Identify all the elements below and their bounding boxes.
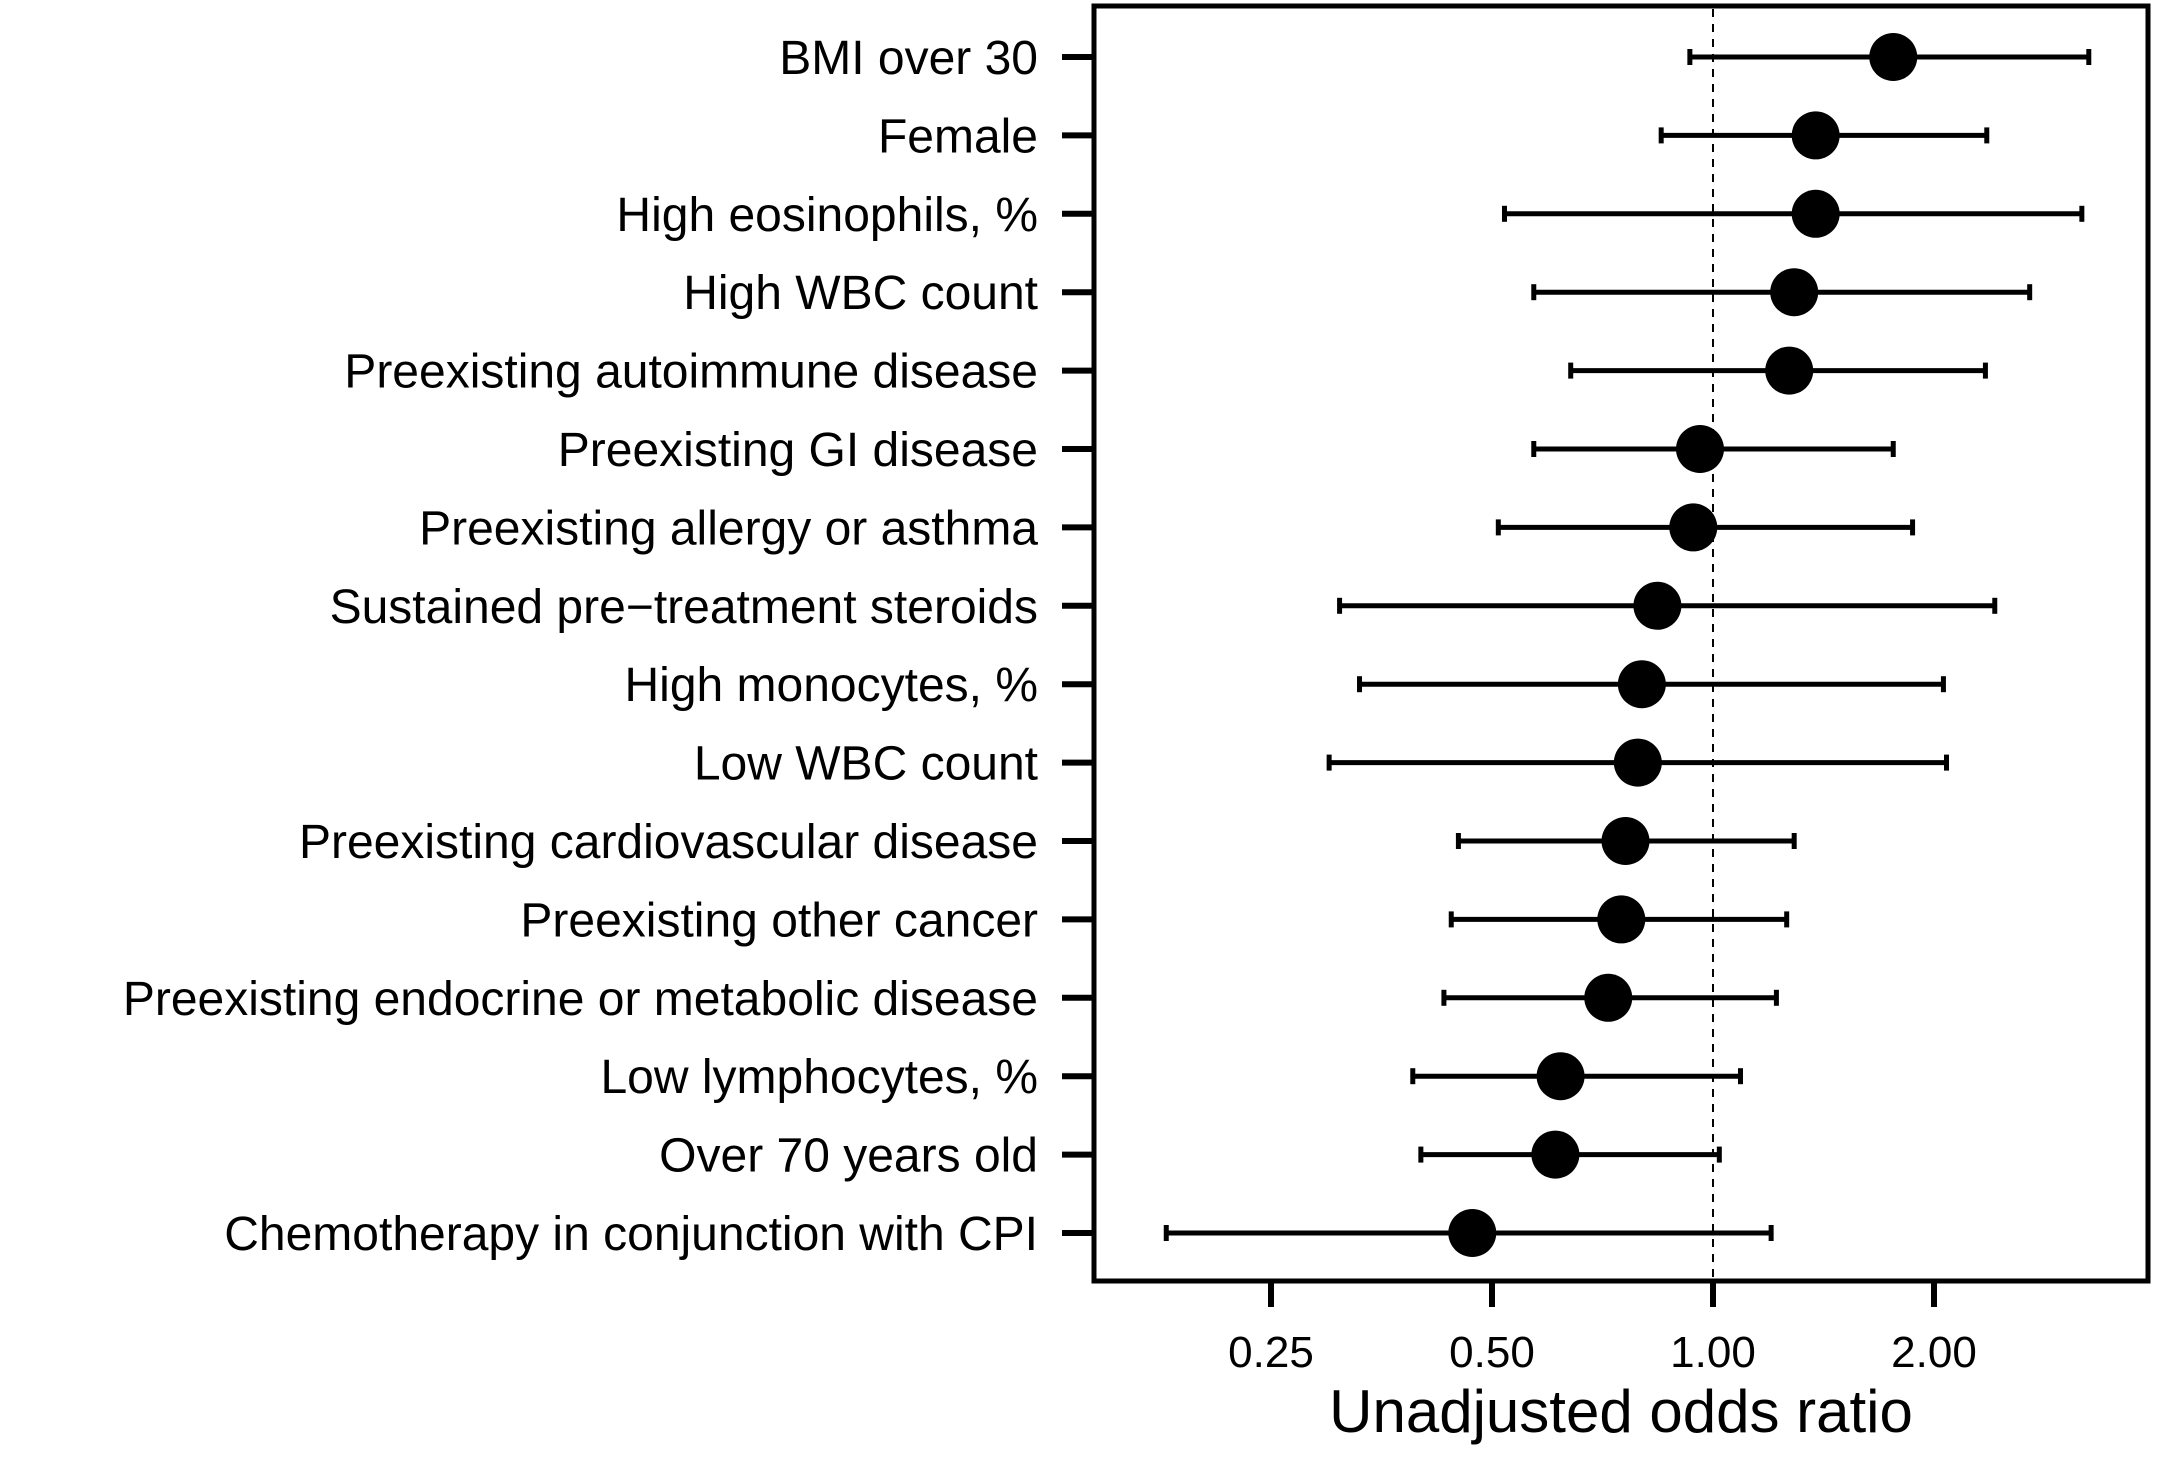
row-label: Chemotherapy in conjunction with CPI [224,1208,1038,1261]
row-label: Preexisting other cancer [520,894,1038,947]
point-estimate [1869,33,1918,81]
row-label: Sustained pre−treatment steroids [330,581,1038,634]
point-estimate [1675,425,1724,473]
point-estimate [1669,503,1718,552]
row-label: Preexisting autoimmune disease [344,346,1038,399]
row-label: Over 70 years old [659,1130,1038,1183]
row-label: Female [878,110,1038,163]
row-labels: BMI over 30 Female High eosinophils, % High… [123,32,1038,1261]
row-label: Low lymphocytes, % [600,1051,1038,1104]
row-label: High monocytes, % [624,659,1038,712]
point-estimate [1584,973,1633,1022]
row-label: Preexisting endocrine or metabolic disea… [123,973,1038,1026]
point-estimate [1601,817,1650,865]
point-estimate [1536,1052,1585,1101]
y-axis-ticks [1062,54,1094,1236]
row-label: High eosinophils, % [616,189,1038,242]
point-estimate [1531,1130,1580,1179]
row-label: Preexisting cardiovascular disease [299,816,1038,869]
row-label: BMI over 30 [779,32,1038,85]
confidence-intervals [1163,49,2092,1241]
x-tick-label: 2.00 [1891,1328,1977,1377]
point-estimate [1448,1209,1497,1257]
row-label: High WBC count [683,267,1038,320]
point-estimate [1791,111,1840,160]
point-estimate [1633,581,1682,630]
point-estimate [1597,895,1646,944]
row-label: Preexisting GI disease [558,424,1038,477]
point-estimate [1765,346,1814,395]
x-axis-title: Unadjusted odds ratio [1329,1378,1913,1445]
point-estimates [1448,33,1918,1257]
x-tick-label: 0.50 [1449,1328,1535,1377]
row-label: Low WBC count [694,738,1038,791]
row-label: Preexisting allergy or asthma [419,502,1038,555]
x-tick-label: 1.00 [1670,1328,1756,1377]
plot-frame [1091,3,2151,1284]
x-tick-label: 0.25 [1228,1328,1314,1377]
point-estimate [1613,738,1662,787]
point-estimate [1617,660,1666,709]
x-axis: 0.25 0.50 1.00 2.00 [1228,1281,1977,1377]
point-estimate [1770,268,1819,317]
point-estimate [1791,189,1840,238]
